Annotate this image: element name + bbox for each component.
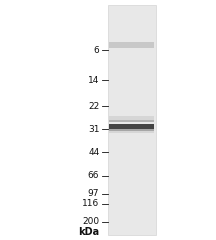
Text: 6: 6 <box>94 46 99 55</box>
Text: 66: 66 <box>88 171 99 180</box>
Bar <box>109 129 154 133</box>
Bar <box>109 116 154 120</box>
Bar <box>109 42 154 48</box>
Text: 44: 44 <box>88 148 99 157</box>
Text: 31: 31 <box>88 125 99 134</box>
Bar <box>108 5 156 235</box>
Bar <box>109 124 154 129</box>
Text: kDa: kDa <box>78 227 99 237</box>
Text: 22: 22 <box>88 102 99 111</box>
Text: 14: 14 <box>88 76 99 85</box>
Text: 97: 97 <box>88 189 99 198</box>
Bar <box>109 120 154 122</box>
Text: 200: 200 <box>82 217 99 227</box>
Text: 116: 116 <box>82 199 99 208</box>
Bar <box>109 129 154 131</box>
